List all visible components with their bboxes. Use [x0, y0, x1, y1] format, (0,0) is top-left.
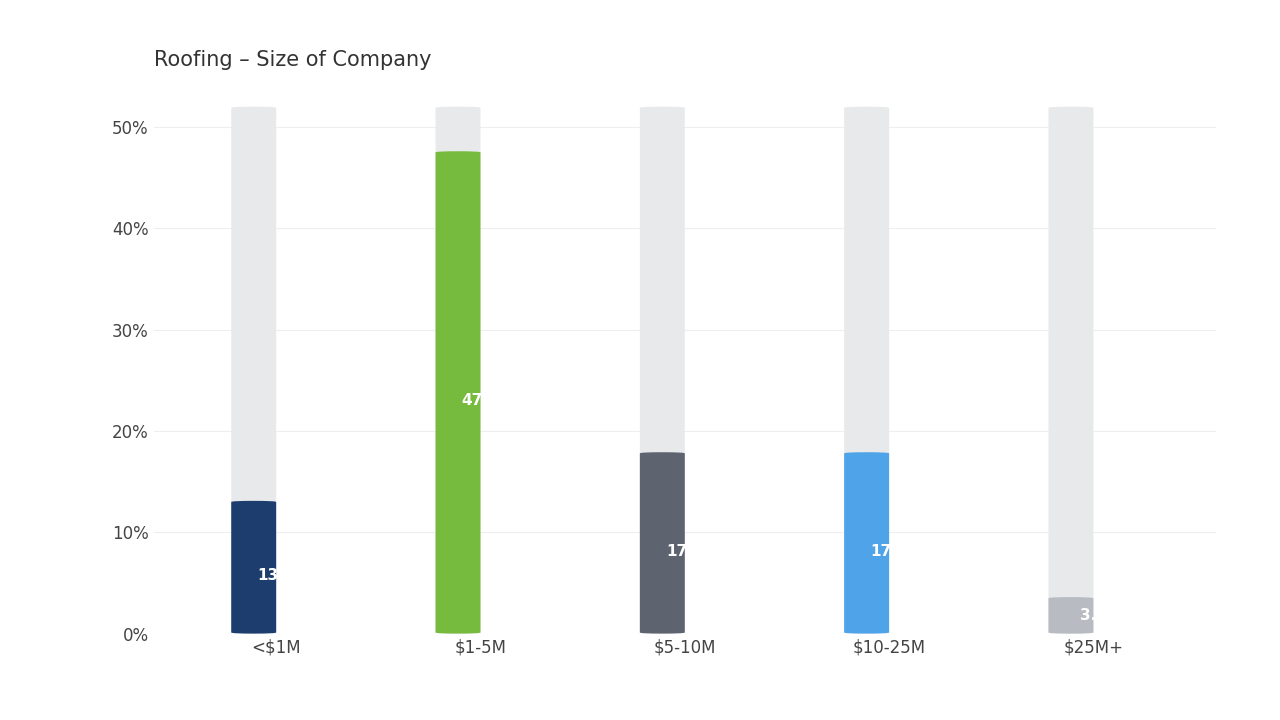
FancyBboxPatch shape [435, 107, 480, 634]
Text: 17.9: 17.9 [870, 544, 908, 559]
FancyBboxPatch shape [232, 501, 276, 634]
FancyBboxPatch shape [845, 107, 890, 634]
Text: 47.6: 47.6 [462, 393, 499, 408]
FancyBboxPatch shape [845, 452, 890, 634]
FancyBboxPatch shape [640, 107, 685, 634]
Text: 3.6: 3.6 [1080, 608, 1107, 623]
Text: 17.9: 17.9 [666, 544, 704, 559]
FancyBboxPatch shape [1048, 597, 1093, 634]
Text: Roofing – Size of Company: Roofing – Size of Company [154, 50, 431, 70]
FancyBboxPatch shape [1048, 107, 1093, 634]
FancyBboxPatch shape [435, 151, 480, 634]
FancyBboxPatch shape [232, 107, 276, 634]
FancyBboxPatch shape [640, 452, 685, 634]
Text: 13.1: 13.1 [257, 568, 294, 582]
